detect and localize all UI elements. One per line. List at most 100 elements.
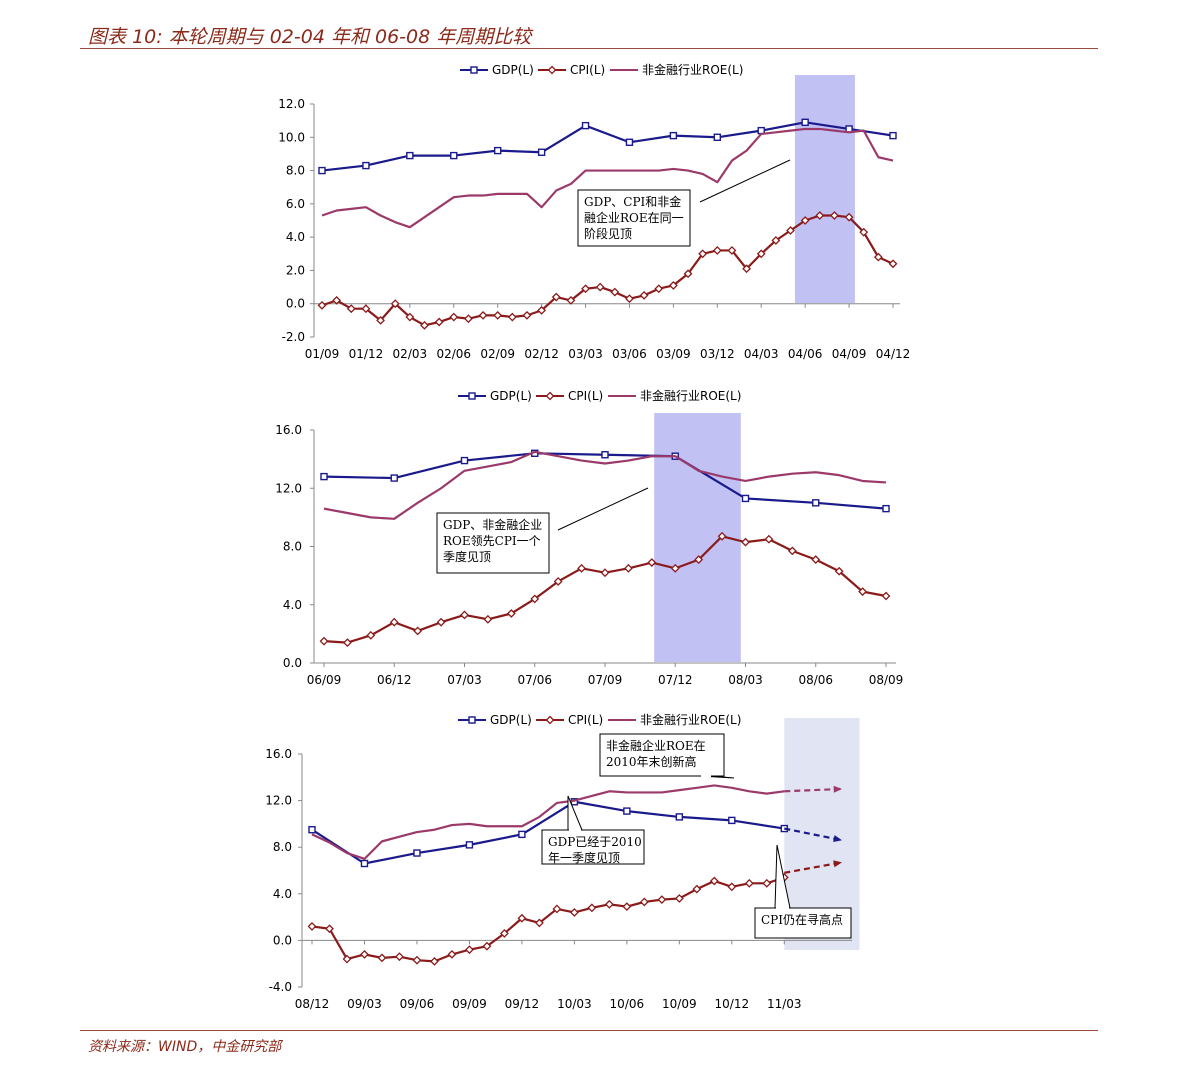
chart2-xtick-label: 07/12 (658, 673, 693, 687)
chart1-cpi-point (537, 305, 547, 315)
chart1-cpi-point (830, 211, 839, 220)
chart1-cpi-point (859, 227, 869, 237)
chart1-cpi-point (420, 320, 429, 330)
chart2-cpi-point (460, 610, 469, 620)
chart2-callout-text: GDP、非金融企业 (443, 517, 542, 532)
chart3-ytick-label: 12.0 (265, 794, 292, 808)
chart2-xtick-label: 07/03 (447, 673, 482, 687)
chart1-gdp-point (406, 151, 414, 160)
chart2-cpi-point (389, 617, 399, 627)
chart2-cpi-point (413, 626, 423, 636)
chart1-gdp-point (493, 146, 502, 155)
chart1-cpi-point (478, 310, 488, 320)
chart1-xtick-label: 02/09 (480, 347, 515, 361)
chart3-cpi-point (762, 878, 772, 888)
chart2-cpi-point (342, 638, 352, 648)
chart3-xtick-label: 09/03 (347, 997, 382, 1011)
chart3-legend-label: 非金融行业ROE(L) (640, 712, 741, 727)
chart3-gdp-point (308, 826, 316, 834)
chart1-cpi-point (668, 280, 678, 290)
chart3-legend-marker (468, 716, 476, 724)
chart1-gdp-point (889, 131, 897, 140)
chart3-xtick-label: 11/03 (767, 997, 802, 1011)
chart1-gdp-point (669, 131, 678, 140)
chart3-gdp-point (360, 859, 369, 868)
chart1-cpi-point (742, 264, 752, 274)
chart2-series-roel-line (323, 450, 887, 520)
chart3-cpi-point (307, 922, 317, 931)
chart3-cpi-point (360, 949, 369, 959)
chart2-cpi-point (834, 566, 844, 576)
chart3-cpi-point (674, 894, 684, 903)
chart3-cpi-point (342, 954, 352, 964)
chart2-cpi-point (811, 555, 821, 565)
title-divider (80, 48, 1098, 49)
chart3-cpi-point (709, 876, 719, 886)
chart2-legend-label: 非金融行业ROE(L) (640, 388, 741, 403)
chart1-cpi-point (376, 315, 385, 325)
chart1-cpi-point (683, 269, 693, 279)
chart2-gdp-point (460, 456, 469, 465)
chart3-xtick-label: 10/09 (662, 997, 697, 1011)
chart1-gdp-point (801, 118, 809, 127)
chart1-cpi-point (888, 259, 898, 269)
chart3-callout-box (541, 829, 645, 865)
chart1-series-roel-line (321, 127, 894, 229)
chart3-xtick-label: 10/12 (715, 997, 750, 1011)
chart1-callout-line (699, 159, 791, 203)
chart2-cpi-point (741, 537, 750, 547)
chart1-xtick-label: 03/09 (656, 347, 691, 361)
chart3-gdp-forecast-arrowhead (833, 835, 842, 843)
chart1-cpi-point (873, 252, 883, 262)
chart3-legend-label: CPI(L) (568, 713, 603, 727)
chart2-series-gdpl-line (323, 452, 887, 510)
chart1-gdp-point (713, 133, 722, 141)
chart3-gdp-point (465, 841, 474, 849)
chart3-cpi-point (727, 882, 737, 892)
chart2-xtick-label: 06/12 (377, 673, 412, 687)
chart3-cpi-point (569, 908, 579, 917)
chart3-roe-forecast-arrowhead (833, 785, 842, 793)
figure-title: 图表 10: 本轮周期与 02-04 年和 06-08 年周期比较 (88, 26, 532, 48)
chart1-gdp-point (581, 121, 590, 130)
chart3-ytick-label: -4.0 (269, 980, 292, 994)
chart1-xtick-label: 04/09 (832, 347, 867, 361)
chart1-cpi-point (844, 212, 854, 222)
chart2-gdp-point (601, 451, 609, 459)
chart2-cpi-point (553, 577, 563, 586)
chart1-cpi-point (698, 249, 708, 259)
chart3-gdp-point (675, 813, 684, 821)
chart3-cpi-point (465, 945, 474, 955)
chart3-callout-box (599, 733, 725, 777)
chart3-callout-text: GDP已经于2010 (548, 835, 642, 849)
chart1-ytick-label: 0.0 (286, 297, 305, 311)
chart1-cpi-point (390, 299, 400, 309)
chart3-ytick-label: 4.0 (273, 887, 292, 901)
chart1-xtick-label: 04/06 (788, 347, 823, 361)
chart1-xtick-label: 01/09 (305, 347, 340, 361)
chart1-cpi-point (507, 312, 517, 322)
chart3-gdp-point (623, 807, 631, 815)
chart3-cpi-forecast-arrowhead (833, 860, 842, 868)
chart2-legend-marker (468, 392, 476, 400)
chart3-gdp-point (518, 830, 526, 839)
chart1-cpi-point (566, 295, 576, 305)
chart3-xtick-label: 10/06 (610, 997, 645, 1011)
chart3-ytick-label: 16.0 (265, 747, 292, 761)
chart3-cpi-point (377, 953, 387, 963)
chart1-cpi-point (449, 312, 459, 322)
chart2-cpi-point (647, 558, 657, 567)
chart2-ytick-label: 8.0 (283, 540, 302, 554)
chart1-ytick-label: 4.0 (286, 230, 305, 244)
chart1-xtick-label: 04/12 (876, 347, 911, 361)
chart1-gdp-point (450, 151, 458, 160)
chart2-ytick-label: 4.0 (283, 598, 302, 612)
chart1-cpi-point (332, 295, 342, 305)
chart2-ytick-label: 16.0 (275, 423, 302, 437)
chart1-ytick-label: 8.0 (286, 164, 305, 178)
chart3-cpi-point (552, 904, 562, 914)
chart3-cpi-point (534, 918, 544, 928)
chart3-cpi-point (517, 913, 527, 923)
chart3-cpi-point (482, 941, 492, 951)
chart2-legend-label: GDP(L) (490, 389, 532, 403)
